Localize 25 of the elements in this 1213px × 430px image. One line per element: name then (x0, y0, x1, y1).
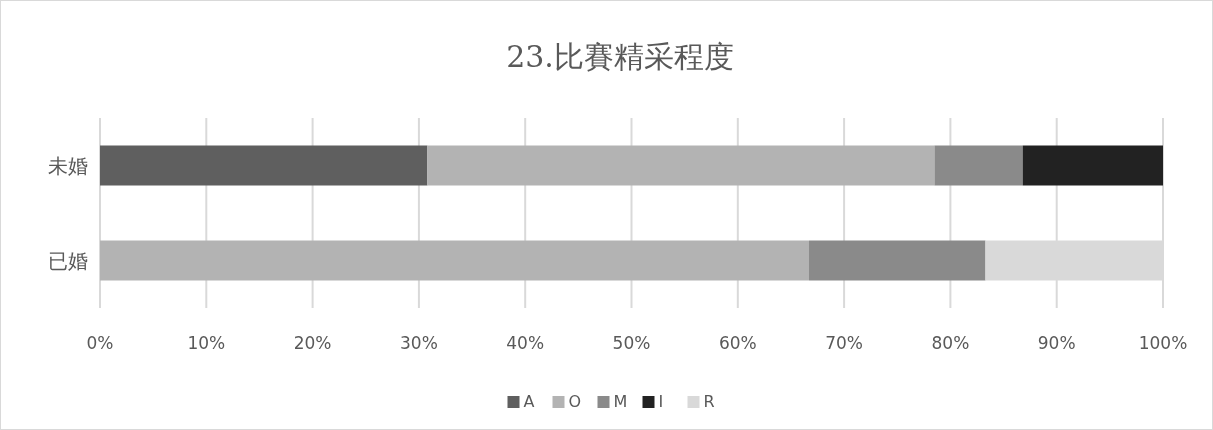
y-tick-label: 已婚 (48, 248, 88, 273)
x-tick-label: 30% (400, 333, 438, 353)
legend-label: M (613, 392, 628, 411)
bar (809, 240, 986, 281)
x-tick-label: 60% (718, 333, 757, 353)
x-tick-label: 90% (1037, 333, 1076, 353)
legend-label: O (568, 392, 582, 411)
y-tick-label: 未婚 (48, 153, 88, 178)
legend-label: A (523, 392, 535, 411)
bar (100, 145, 428, 186)
chart-title: 23.比賽精采程度 (506, 39, 734, 74)
x-tick-label: 50% (612, 333, 651, 353)
bar (934, 145, 1023, 186)
legend-label: I (658, 392, 664, 411)
x-tick-label: 40% (506, 333, 545, 353)
x-tick-label: 10% (187, 333, 226, 353)
legend-label: R (703, 392, 715, 411)
bar (1022, 145, 1163, 186)
x-tick-label: 100% (1138, 333, 1188, 353)
bar (100, 240, 810, 281)
bar (427, 145, 935, 186)
x-tick-label: 70% (825, 333, 863, 353)
x-tick-label: 0% (86, 333, 114, 353)
x-tick-label: 80% (931, 333, 970, 353)
x-tick-label: 20% (293, 333, 332, 353)
